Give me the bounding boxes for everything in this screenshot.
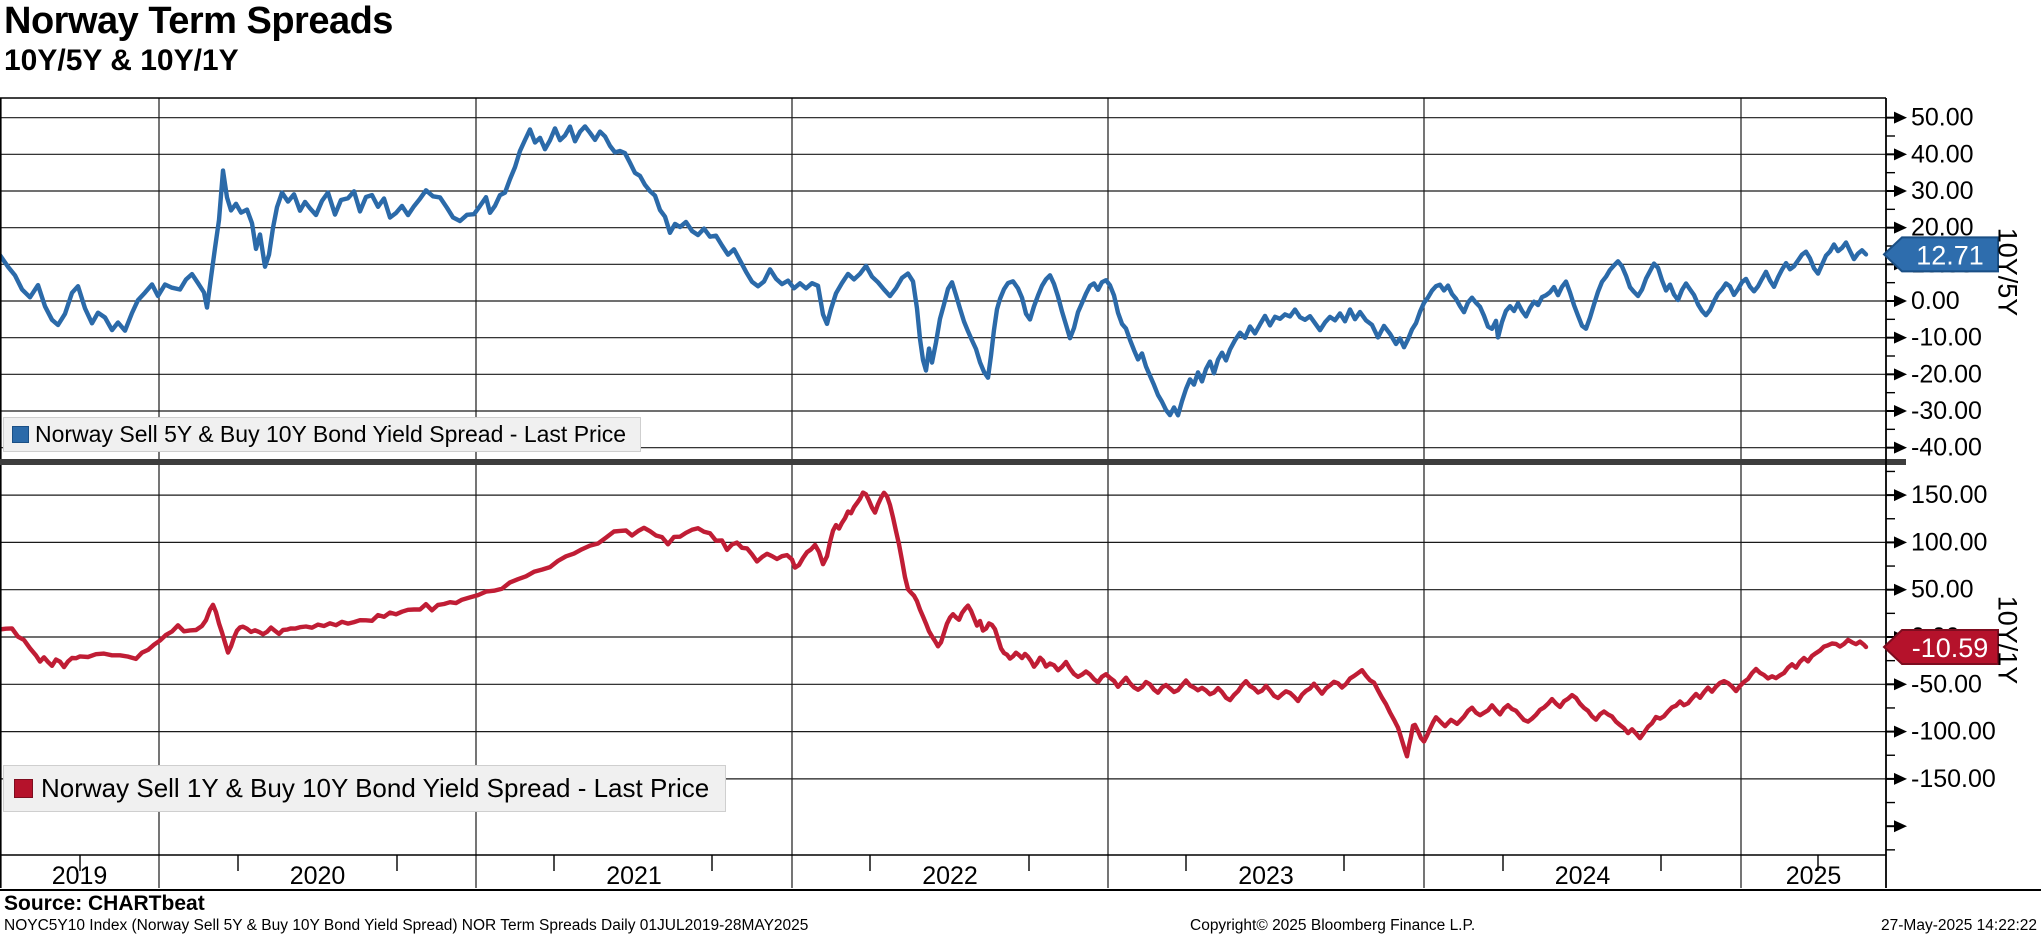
- y-tick-label: 100.00: [1911, 528, 1987, 556]
- last-price-value: -10.59: [1912, 633, 1989, 663]
- legend-10y5y[interactable]: Norway Sell 5Y & Buy 10Y Bond Yield Spre…: [3, 417, 642, 452]
- year-label-2021: 2021: [606, 862, 662, 890]
- footer-divider: [0, 889, 2041, 891]
- last-price-badge-10y5y: [1882, 236, 1999, 273]
- tick-arrow-icon: [1894, 678, 1907, 691]
- tick-arrow-icon: [1894, 331, 1907, 344]
- timestamp-label: 27-May-2025 14:22:22: [1881, 917, 2037, 934]
- last-price-badge-10y1y: [1882, 629, 1999, 666]
- series-line-10y1y: [0, 490, 1869, 759]
- source-label: Source: CHARTbeat: [4, 892, 205, 915]
- page-title: Norway Term Spreads: [4, 0, 393, 42]
- y-tick-label: 50.00: [1911, 576, 1974, 604]
- y-tick-label: 150.00: [1911, 481, 1987, 509]
- tick-arrow-icon: [1894, 405, 1907, 418]
- year-label-2025: 2025: [1785, 862, 1842, 890]
- y-tick-label: -10.00: [1911, 324, 1982, 352]
- tick-arrow-icon: [1894, 536, 1907, 549]
- legend-swatch-red-icon: [14, 779, 33, 798]
- tick-arrow-icon: [1894, 184, 1907, 197]
- year-label-2022: 2022: [922, 862, 978, 890]
- last-price-value: 12.71: [1916, 240, 1984, 270]
- y-tick-label: -150.00: [1911, 765, 1996, 793]
- y-tick-label: 40.00: [1911, 140, 1974, 168]
- tick-arrow-icon: [1894, 221, 1907, 234]
- axis-title-10y1y: 10Y/1Y: [1992, 595, 2023, 685]
- tick-arrow-icon: [1894, 725, 1907, 738]
- tick-arrow-icon: [1894, 368, 1907, 381]
- y-tick-label: -40.00: [1911, 434, 1982, 462]
- tick-arrow-icon: [1894, 441, 1907, 454]
- legend-label-10y1y: Norway Sell 1Y & Buy 10Y Bond Yield Spre…: [41, 773, 710, 803]
- legend-label-10y5y: Norway Sell 5Y & Buy 10Y Bond Yield Spre…: [35, 421, 627, 447]
- tick-arrow-icon: [1894, 772, 1907, 785]
- y-tick-label: -100.00: [1911, 718, 1996, 746]
- y-tick-label: -50.00: [1911, 670, 1982, 698]
- ticker-description: NOYC5Y10 Index (Norway Sell 5Y & Buy 10Y…: [4, 917, 809, 934]
- copyright-label: Copyright© 2025 Bloomberg Finance L.P.: [1190, 917, 1476, 934]
- panel-divider: [0, 459, 1906, 465]
- year-label-2020: 2020: [289, 862, 346, 890]
- page-subtitle: 10Y/5Y & 10Y/1Y: [4, 44, 239, 77]
- tick-arrow-icon: [1894, 583, 1907, 596]
- axis-title-10y5y: 10Y/5Y: [1992, 227, 2023, 317]
- year-label-2023: 2023: [1238, 862, 1294, 890]
- tick-arrow-icon: [1894, 111, 1907, 124]
- y-tick-label: 0.00: [1911, 287, 1960, 315]
- series-line-10y5y: [0, 124, 1869, 418]
- y-tick-label: 30.00: [1911, 177, 1974, 205]
- y-tick-label: 50.00: [1911, 104, 1974, 132]
- tick-arrow-icon: [1894, 820, 1907, 833]
- year-label-2024: 2024: [1554, 862, 1611, 890]
- tick-arrow-icon: [1894, 295, 1907, 307]
- legend-10y1y[interactable]: Norway Sell 1Y & Buy 10Y Bond Yield Spre…: [3, 765, 727, 812]
- year-label-2019: 2019: [51, 862, 108, 890]
- y-tick-label: -20.00: [1911, 360, 1982, 388]
- tick-arrow-icon: [1894, 148, 1907, 161]
- tick-arrow-icon: [1894, 489, 1907, 502]
- legend-swatch-blue-icon: [12, 426, 29, 443]
- y-tick-label: -30.00: [1911, 397, 1982, 425]
